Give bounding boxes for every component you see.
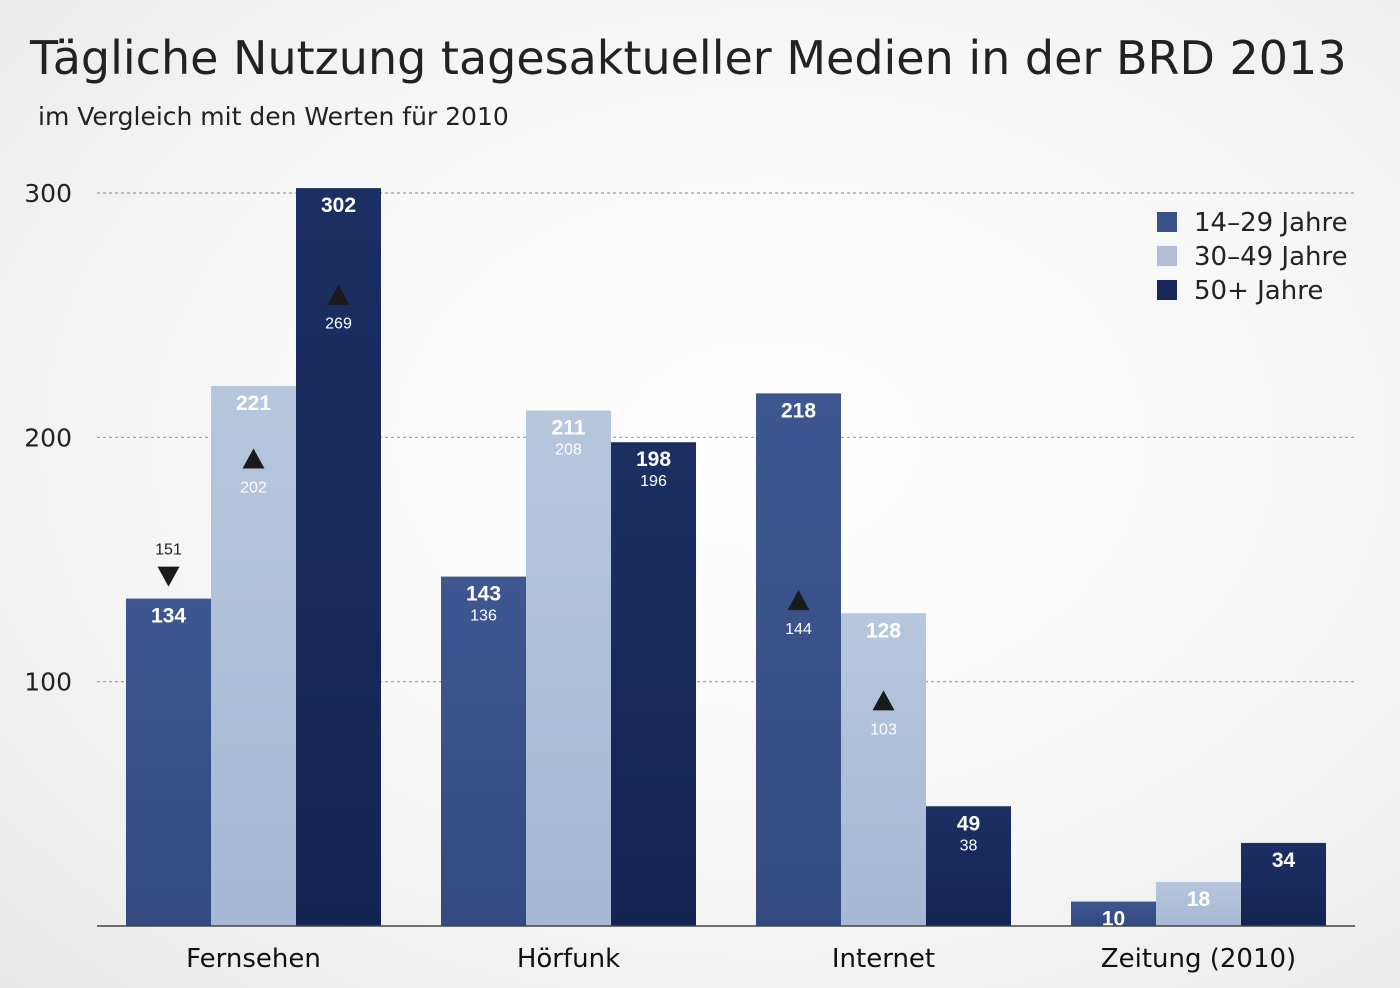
bar-value-label: 18	[1187, 888, 1211, 911]
x-axis-categories: Fernsehen Hörfunk Internet Zeitung (2010)	[186, 944, 1296, 974]
legend-label: 30–49 Jahre	[1194, 242, 1348, 272]
legend-label: 50+ Jahre	[1194, 276, 1323, 306]
bar-value-label: 134	[151, 605, 186, 628]
x-category-label: Hörfunk	[517, 944, 620, 974]
bar-value-label: 49	[957, 812, 980, 835]
legend-swatch	[1157, 212, 1177, 232]
bar-value-label: 198	[636, 448, 671, 471]
media-usage-chart: Tägliche Nutzung tagesaktueller Medien i…	[0, 0, 1400, 988]
legend-swatch	[1157, 246, 1177, 266]
y-tick-label: 100	[24, 668, 72, 697]
chart-subtitle: im Vergleich mit den Werten für 2010	[38, 102, 509, 131]
trend-down-icon	[158, 567, 180, 587]
legend-swatch	[1157, 280, 1177, 300]
bar-value-2010-label: 144	[785, 621, 812, 638]
bar-value-label: 34	[1272, 849, 1296, 872]
bar-50+ Jahre-Hörfunk	[611, 442, 696, 926]
bar-value-label: 143	[466, 583, 501, 606]
bar-value-2010-label: 103	[870, 721, 897, 738]
bar-value-label: 211	[552, 416, 586, 439]
bar-value-label: 10	[1102, 908, 1125, 931]
bar-30–49 Jahre-Hörfunk	[526, 410, 611, 926]
bar-value-2010-label: 151	[155, 542, 182, 559]
bar-value-2010-label: 202	[240, 479, 267, 496]
bar-value-2010-label: 208	[555, 441, 582, 458]
chart-title: Tägliche Nutzung tagesaktueller Medien i…	[29, 31, 1347, 85]
bar-value-2010-label: 136	[470, 608, 497, 625]
bar-value-label: 302	[321, 194, 356, 217]
bar-value-label: 218	[781, 399, 816, 422]
bar-30–49 Jahre-Internet	[841, 613, 926, 926]
bar-14–29 Jahre-Hörfunk	[441, 577, 526, 926]
x-category-label: Zeitung (2010)	[1101, 944, 1296, 974]
y-tick-label: 200	[24, 423, 72, 452]
bar-14–29 Jahre-Fernsehen	[126, 599, 211, 926]
bar-value-label: 128	[866, 619, 901, 642]
bar-value-2010-label: 196	[640, 473, 667, 490]
legend: 14–29 Jahre 30–49 Jahre 50+ Jahre	[1157, 208, 1348, 306]
bar-value-2010-label: 38	[960, 837, 978, 854]
bar-14–29 Jahre-Internet	[756, 393, 841, 926]
bar-value-label: 221	[236, 392, 271, 415]
y-tick-label: 300	[24, 179, 72, 208]
bar-series: 134 151 143 136 218 144 10 221 202 211 208 128 103 18…	[126, 188, 1326, 930]
x-category-label: Internet	[832, 944, 935, 974]
bar-value-2010-label: 269	[325, 316, 352, 333]
y-axis-ticks: 100 200 300	[24, 179, 72, 697]
legend-label: 14–29 Jahre	[1194, 208, 1348, 238]
x-category-label: Fernsehen	[186, 944, 321, 974]
